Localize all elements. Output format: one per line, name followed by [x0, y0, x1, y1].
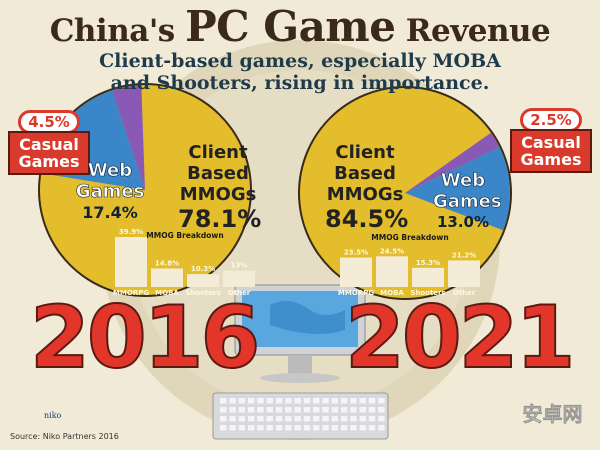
bar-other	[223, 270, 255, 287]
casual-callout-2021: 2.5% Casual Games	[510, 108, 592, 173]
breakdown-title: MMOG Breakdown	[146, 231, 223, 240]
bar-value-label: 24.5%	[380, 247, 404, 255]
bar-value-label: 10.3%	[191, 265, 215, 273]
niko-logo: niko	[44, 411, 62, 420]
bar-category-label: Other	[228, 289, 251, 297]
keyboard-icon	[212, 392, 389, 440]
bar-value-label: 39.9%	[119, 228, 143, 236]
bar-value-label: 13%	[231, 262, 248, 270]
casual-callout-2016: 4.5% Casual Games	[8, 110, 90, 175]
bar-category-label: MMORPG	[338, 289, 374, 297]
bar-category-label: MMORPG	[113, 289, 149, 297]
bar-shooters	[187, 274, 219, 287]
year-2021: 2021	[344, 287, 576, 389]
web-label-2021: Web Games 13.0%	[433, 170, 502, 231]
watermark-logo: 安卓网	[522, 402, 583, 427]
bar-shooters	[412, 267, 444, 287]
bar-mmorpg	[115, 237, 147, 287]
page-title: China's PC Game Revenue	[49, 2, 551, 51]
breakdown-title: MMOG Breakdown	[371, 233, 448, 242]
bar-moba	[151, 268, 183, 287]
bar-moba	[376, 256, 408, 287]
bar-category-label: MOBA	[155, 289, 179, 297]
pie-2016	[38, 83, 252, 297]
bar-value-label: 15.3%	[416, 259, 440, 267]
bar-value-label: 14.8%	[155, 259, 179, 267]
slice-casual	[112, 85, 145, 190]
bar-value-label: 21.2%	[452, 251, 476, 259]
client-label-2021: Client Based MMOGs 84.5%	[325, 142, 409, 233]
bar-category-label: Shooters	[410, 289, 445, 297]
bar-other	[448, 260, 480, 287]
bar-category-label: Shooters	[185, 289, 220, 297]
bar-category-label: MOBA	[380, 289, 404, 297]
web-label-2016: Web Games 17.4%	[75, 160, 145, 222]
bar-value-label: 23.5%	[344, 249, 368, 257]
year-2016: 2016	[29, 287, 261, 389]
slice-casual	[405, 132, 500, 193]
bar-category-label: Other	[453, 289, 476, 297]
slice-web	[405, 146, 511, 231]
subtitle: Client-based games, especially MOBA and S…	[99, 50, 501, 94]
client-label-2016: Client Based MMOGs 78.1%	[178, 142, 262, 233]
pie-2021	[298, 86, 512, 300]
monitor-icon	[234, 284, 366, 383]
source-note: Source: Niko Partners 2016	[10, 432, 119, 441]
bar-mmorpg	[340, 257, 372, 287]
